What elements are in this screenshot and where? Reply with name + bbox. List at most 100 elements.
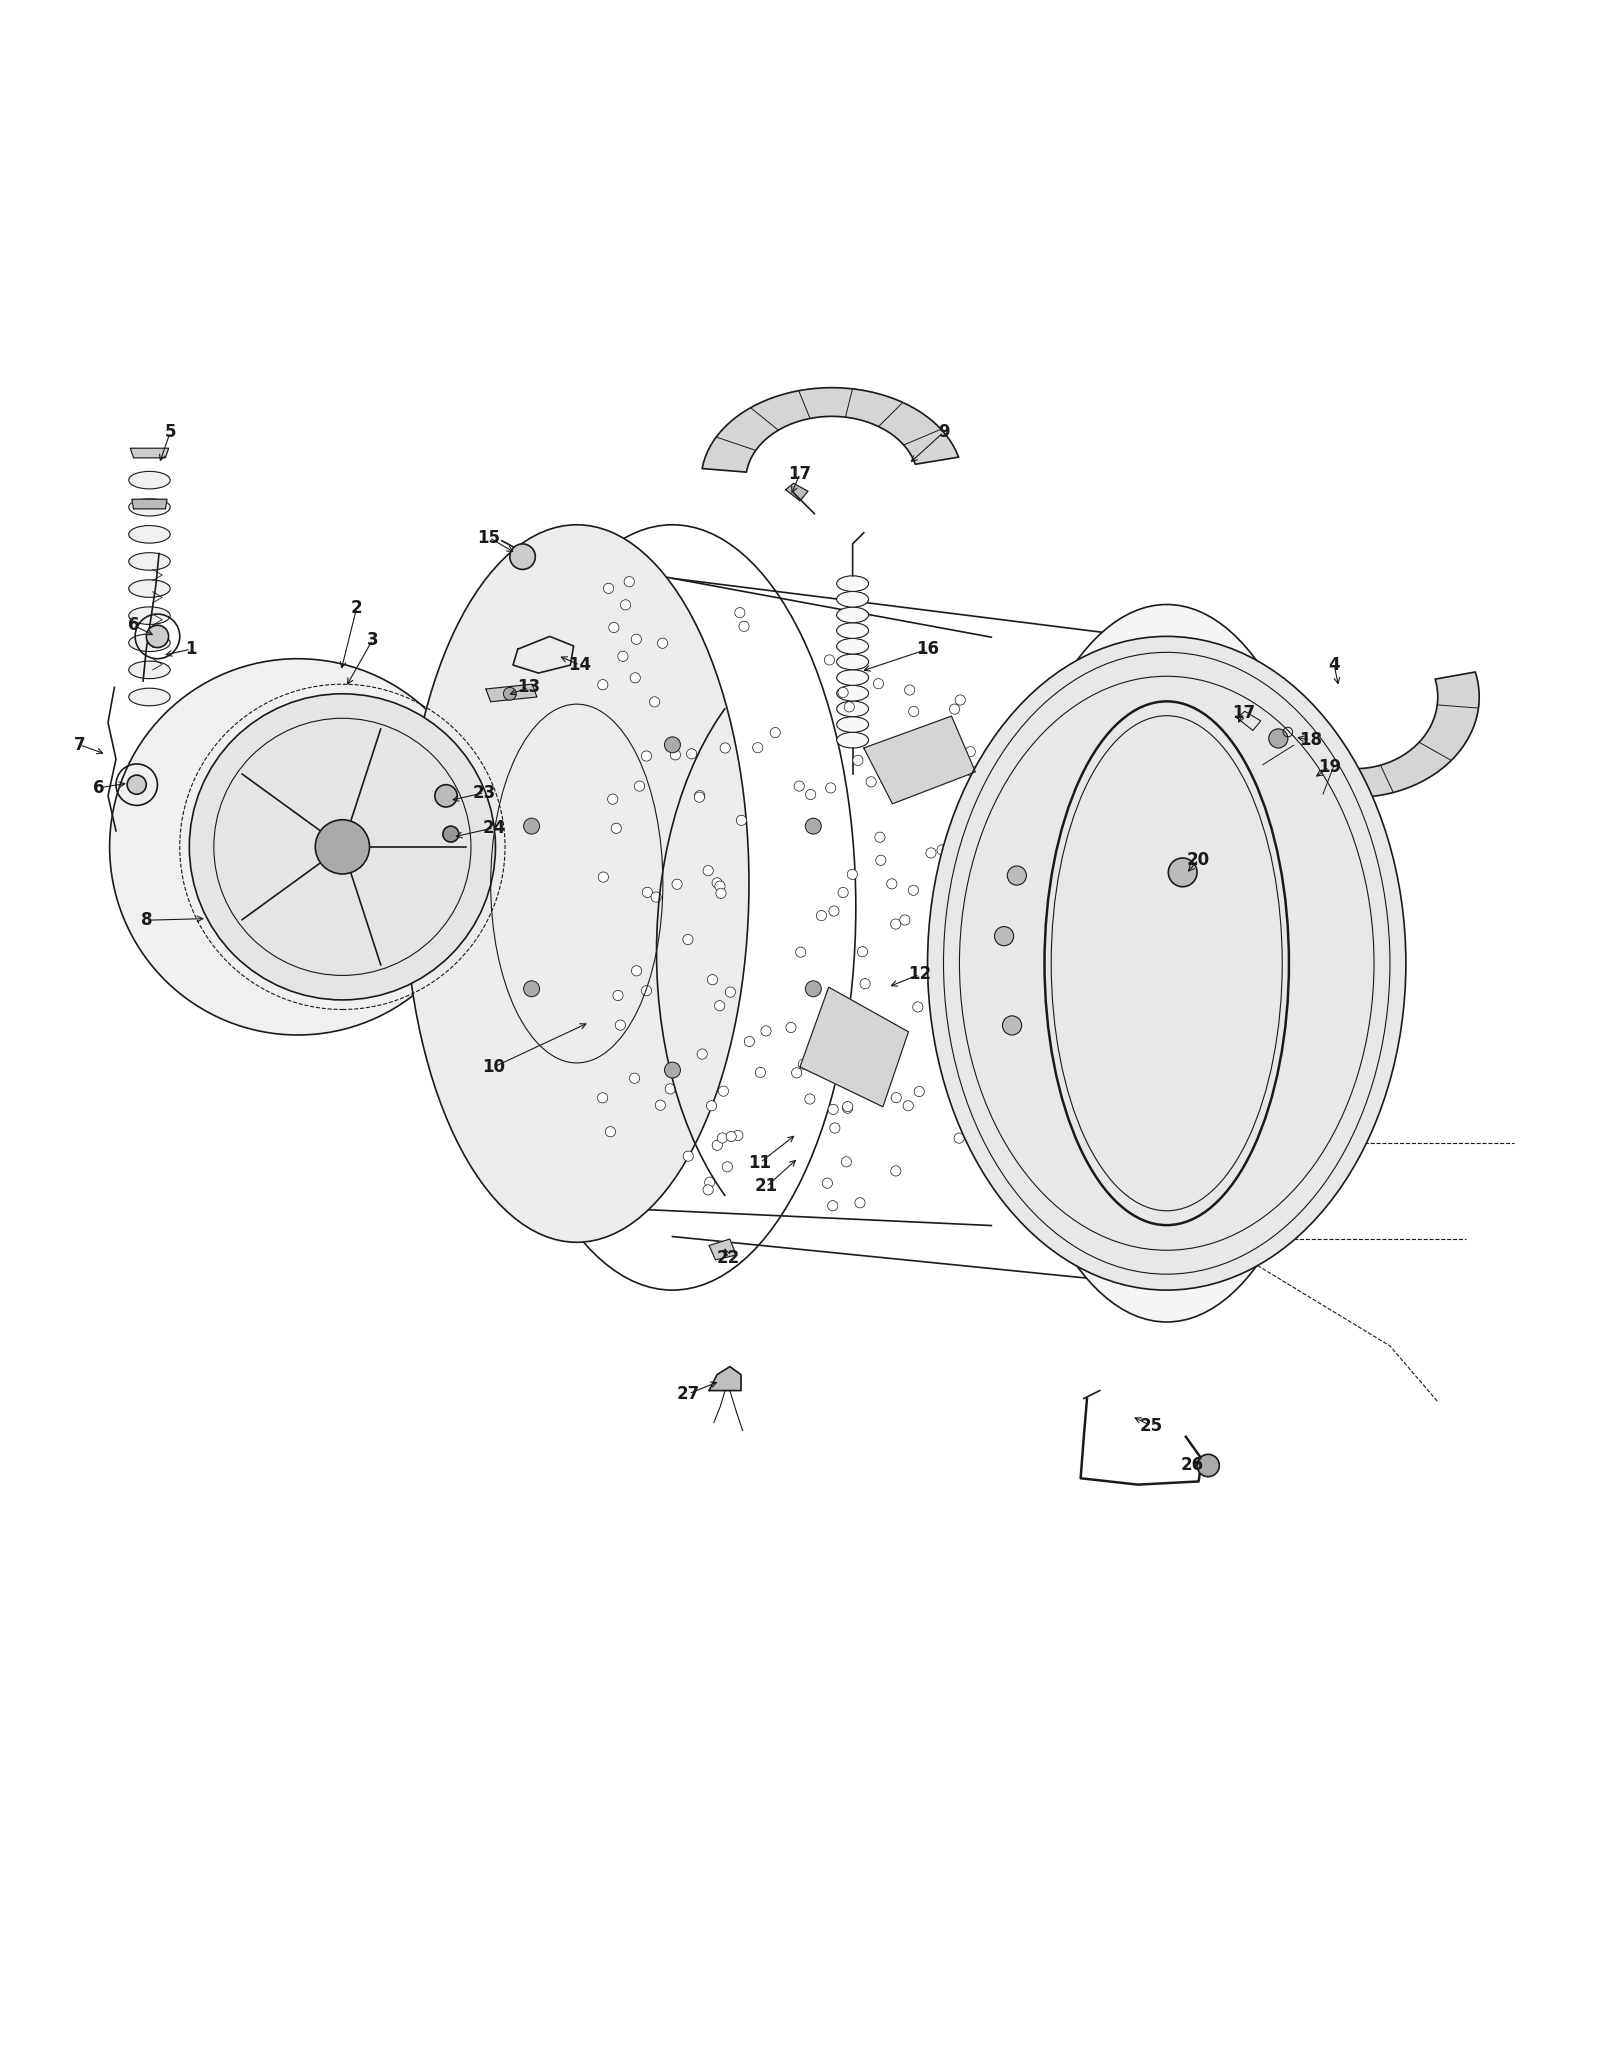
Circle shape <box>854 1199 866 1209</box>
Circle shape <box>635 780 645 791</box>
Circle shape <box>630 673 640 683</box>
Circle shape <box>798 1060 808 1070</box>
Polygon shape <box>514 635 573 673</box>
Ellipse shape <box>837 607 869 623</box>
Polygon shape <box>131 499 166 509</box>
Ellipse shape <box>128 607 170 625</box>
Circle shape <box>830 1122 840 1132</box>
Circle shape <box>510 544 536 569</box>
Circle shape <box>734 609 746 617</box>
Circle shape <box>891 1165 901 1176</box>
Circle shape <box>629 1072 640 1083</box>
Text: 17: 17 <box>1232 704 1254 722</box>
Circle shape <box>794 780 805 791</box>
Circle shape <box>816 911 827 921</box>
Circle shape <box>611 824 621 834</box>
Circle shape <box>845 702 854 712</box>
Circle shape <box>694 791 706 801</box>
Circle shape <box>126 774 146 795</box>
Circle shape <box>949 704 960 714</box>
Circle shape <box>664 737 680 753</box>
Circle shape <box>523 981 539 998</box>
Circle shape <box>952 745 962 756</box>
Text: 14: 14 <box>568 656 592 675</box>
Ellipse shape <box>837 654 869 671</box>
Text: 9: 9 <box>938 422 949 441</box>
Circle shape <box>624 578 634 586</box>
Circle shape <box>963 1068 974 1078</box>
Ellipse shape <box>128 687 170 706</box>
Circle shape <box>523 818 539 834</box>
Circle shape <box>886 880 898 888</box>
Circle shape <box>658 638 667 648</box>
Circle shape <box>829 907 838 917</box>
Text: 22: 22 <box>717 1248 739 1267</box>
Circle shape <box>707 975 717 985</box>
Circle shape <box>598 871 608 882</box>
Circle shape <box>315 820 370 874</box>
Text: 15: 15 <box>477 528 501 546</box>
Circle shape <box>826 782 835 793</box>
Circle shape <box>664 1062 680 1078</box>
Circle shape <box>941 845 950 855</box>
Circle shape <box>858 946 867 956</box>
Circle shape <box>712 878 722 888</box>
Polygon shape <box>702 387 958 472</box>
Ellipse shape <box>128 633 170 652</box>
Circle shape <box>795 948 806 956</box>
Circle shape <box>435 785 458 807</box>
Text: 16: 16 <box>917 640 939 658</box>
Circle shape <box>736 816 747 826</box>
Circle shape <box>726 1132 736 1141</box>
Text: 3: 3 <box>366 631 379 648</box>
Circle shape <box>805 1093 814 1103</box>
Circle shape <box>912 1002 923 1012</box>
Ellipse shape <box>837 702 869 716</box>
Polygon shape <box>1237 712 1261 731</box>
Circle shape <box>792 1068 802 1078</box>
Ellipse shape <box>837 733 869 747</box>
Ellipse shape <box>128 660 170 679</box>
Circle shape <box>965 747 976 758</box>
Circle shape <box>598 679 608 689</box>
Circle shape <box>694 793 704 803</box>
Circle shape <box>642 888 653 898</box>
Circle shape <box>642 985 651 996</box>
Circle shape <box>504 687 517 700</box>
Circle shape <box>954 1132 965 1143</box>
Circle shape <box>597 1093 608 1103</box>
Ellipse shape <box>837 716 869 733</box>
Circle shape <box>966 766 978 776</box>
Circle shape <box>1008 865 1027 886</box>
Circle shape <box>842 1157 851 1167</box>
Circle shape <box>718 1087 728 1097</box>
Circle shape <box>822 1178 832 1188</box>
Circle shape <box>189 693 496 1000</box>
Ellipse shape <box>837 623 869 638</box>
Circle shape <box>443 826 459 842</box>
Text: 25: 25 <box>1139 1416 1162 1435</box>
Circle shape <box>322 826 363 867</box>
Circle shape <box>755 1068 765 1078</box>
Ellipse shape <box>837 638 869 654</box>
Circle shape <box>715 1000 725 1010</box>
Text: 21: 21 <box>755 1178 778 1196</box>
Text: 8: 8 <box>141 911 152 929</box>
Circle shape <box>717 1132 728 1143</box>
Text: 2: 2 <box>350 598 363 617</box>
Circle shape <box>720 743 730 753</box>
Circle shape <box>829 1103 838 1114</box>
Circle shape <box>853 756 862 766</box>
Polygon shape <box>1240 673 1480 797</box>
Ellipse shape <box>128 580 170 598</box>
Circle shape <box>968 987 978 998</box>
Circle shape <box>616 1021 626 1031</box>
Text: 6: 6 <box>93 778 104 797</box>
Circle shape <box>733 1130 742 1141</box>
Text: 19: 19 <box>1318 758 1341 776</box>
Ellipse shape <box>405 526 749 1242</box>
Circle shape <box>973 1074 982 1085</box>
Ellipse shape <box>128 526 170 542</box>
Circle shape <box>110 658 486 1035</box>
Circle shape <box>843 1103 853 1114</box>
